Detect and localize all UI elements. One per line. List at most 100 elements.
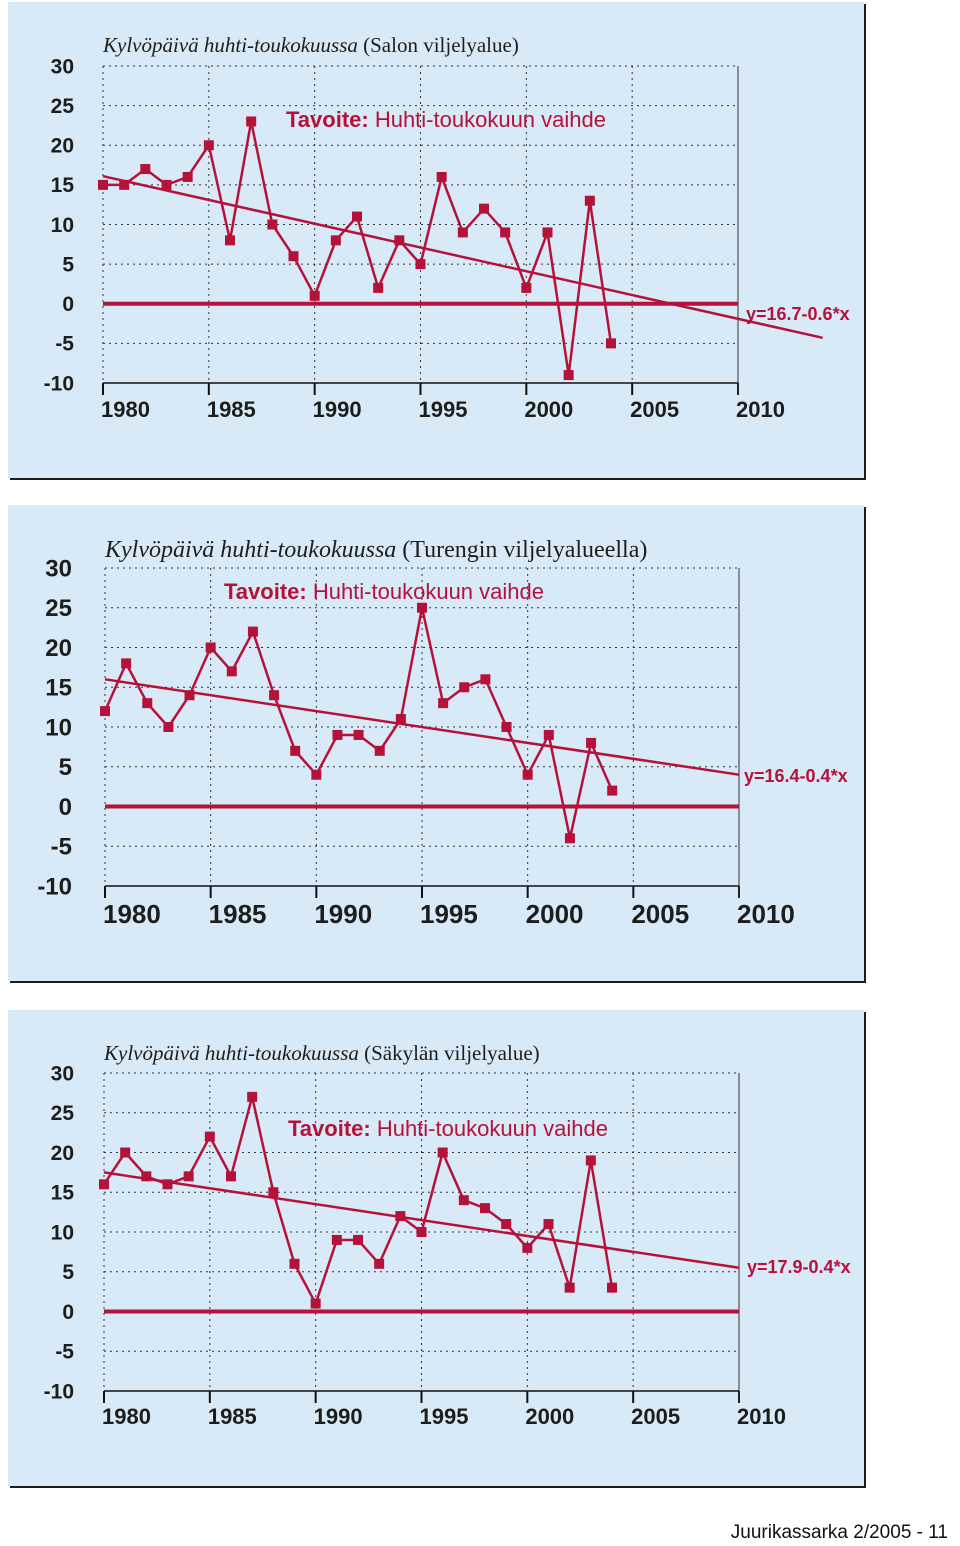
data-point-1980 (183, 1171, 194, 1182)
data-point-1999 (585, 1155, 596, 1166)
x-tick-label: 1980 (102, 1404, 151, 1429)
data-point-1999 (586, 737, 597, 748)
data-point-1983 (247, 1091, 258, 1102)
y-tick-label: 30 (51, 55, 74, 78)
target-annotation: Tavoite: Huhti-toukokuun vaihde (286, 107, 606, 132)
x-tick-label: 1980 (101, 397, 150, 422)
chart-panel-turenki: 30 25 20 15 10 5 0 -5 -10 1980 1985 1990 1995 2000 200… (8, 505, 864, 981)
data-point-1984 (267, 219, 278, 230)
data-point-1992 (436, 171, 447, 182)
data-point-1985 (288, 251, 299, 262)
data-point-1988 (352, 211, 362, 222)
data-point-1987 (330, 235, 341, 246)
y-tick-label: 5 (62, 1261, 74, 1284)
data-point-1982 (225, 235, 235, 246)
data-point-1989 (373, 282, 384, 293)
data-point-1993 (459, 682, 470, 693)
trend-equation: y=16.4-0.4*x (744, 766, 848, 786)
chart-title-region: (Turengin viljelyalueella) (402, 537, 647, 563)
chart-title-main: Kylvöpäivä huhti-toukokuussa (103, 1041, 364, 1065)
data-point-1981 (205, 642, 216, 653)
trend-line (103, 1171, 740, 1270)
y-tick-label: 5 (59, 754, 72, 781)
x-tick-label: 1995 (420, 1404, 469, 1429)
data-point-1985 (290, 745, 301, 756)
y-tick-label: 25 (51, 1102, 75, 1125)
x-tick-label: 2005 (630, 397, 679, 422)
target-annotation-text: Huhti-toukokuun vaihde (377, 1116, 608, 1141)
x-tick-label: 2000 (524, 397, 573, 422)
data-point-1989 (374, 1258, 385, 1269)
data-point-1990 (394, 235, 405, 246)
data-point-1996 (522, 1242, 533, 1253)
target-annotation: Tavoite: Huhti-toukokuun vaihde (224, 579, 544, 604)
data-point-1993 (458, 1195, 469, 1206)
x-tick-label: 1990 (313, 397, 362, 422)
data-point-1980 (184, 690, 195, 701)
x-tick-label: 1995 (419, 397, 468, 422)
data-point-1977 (121, 658, 132, 669)
data-point-1982 (226, 666, 237, 677)
trend-equation: y=17.9-0.4*x (747, 1257, 851, 1277)
data-point-1988 (353, 1234, 363, 1245)
data-point-1991 (416, 1227, 427, 1237)
data-point-2000 (606, 338, 616, 349)
data-point-1978 (141, 1171, 152, 1182)
y-tick-label: -5 (51, 834, 72, 861)
data-point-1994 (480, 1203, 490, 1214)
data-point-1979 (161, 179, 172, 190)
y-tick-label: 25 (51, 95, 75, 118)
chart-svg-turenki: 30 25 20 15 10 5 0 -5 -10 1980 1985 1990 1995 2000 200… (37, 537, 848, 929)
y-tick-label: 20 (51, 1142, 74, 1165)
data-point-1976 (99, 1179, 109, 1190)
data-point-1998 (564, 833, 575, 844)
data-point-1981 (204, 1131, 215, 1142)
y-tick-label: 20 (51, 135, 74, 158)
y-tick-label: 0 (62, 293, 74, 316)
data-point-1989 (374, 745, 385, 756)
x-tick-label: 2000 (525, 1404, 574, 1429)
y-tick-label: -10 (37, 873, 72, 900)
x-tick-label: 2000 (526, 899, 584, 929)
trend-line (102, 174, 823, 340)
data-point-1992 (437, 1147, 448, 1158)
data-point-1983 (246, 116, 257, 127)
data-point-1999 (584, 195, 595, 206)
y-tick-label: 0 (59, 794, 72, 821)
page-footer: Juurikassarka 2/2005 - 11 (730, 1522, 948, 1543)
x-tick-label: 1980 (103, 899, 161, 929)
target-annotation-prefix: Tavoite: (288, 1116, 377, 1141)
data-point-1976 (100, 706, 110, 717)
data-point-1997 (543, 729, 554, 740)
data-point-1978 (142, 698, 153, 709)
target-annotation-prefix: Tavoite: (286, 107, 375, 132)
x-tick-label: 1995 (420, 899, 478, 929)
y-tick-label: 20 (45, 635, 72, 662)
data-point-1998 (563, 370, 574, 381)
y-tick-label: 30 (51, 1062, 74, 1085)
data-point-1994 (479, 203, 489, 214)
data-point-1996 (522, 769, 533, 780)
data-point-1986 (311, 769, 322, 780)
data-point-1990 (395, 1211, 406, 1222)
data-point-1995 (501, 722, 512, 732)
x-tick-label: 1990 (314, 899, 372, 929)
data-point-1990 (395, 714, 406, 725)
data-point-1991 (417, 602, 427, 613)
data-point-1997 (543, 1219, 554, 1230)
x-tick-label: 2005 (631, 1404, 680, 1429)
x-tick-label: 1985 (207, 397, 256, 422)
chart-title-main: Kylvöpäivä huhti-toukokuussa (102, 33, 363, 57)
y-tick-label: 15 (51, 1182, 75, 1205)
chart-panel-sakyla: 30 25 20 15 10 5 0 -5 -10 1980 1985 1990 1995 2000 200… (8, 1010, 864, 1486)
y-tick-label: 5 (62, 253, 74, 276)
chart-svg-salo: 30 25 20 15 10 5 0 -5 -10 1980 1985 1990 1995 2000 200… (44, 33, 850, 422)
trend-line (104, 678, 740, 776)
data-point-1993 (457, 227, 468, 238)
data-point-1985 (289, 1258, 300, 1269)
trend-equation: y=16.7-0.6*x (746, 304, 850, 324)
data-point-1998 (564, 1282, 575, 1293)
data-point-1995 (501, 1219, 512, 1230)
y-tick-label: 25 (45, 595, 72, 622)
series-line (103, 120, 613, 377)
